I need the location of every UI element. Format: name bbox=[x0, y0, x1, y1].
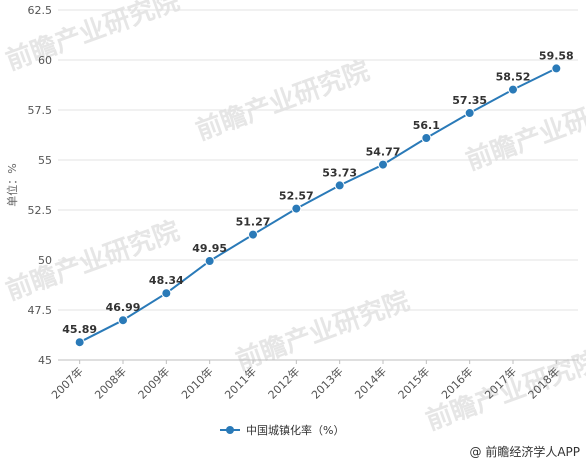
y-tick-label: 55 bbox=[38, 154, 52, 167]
y-tick-label: 60 bbox=[38, 54, 52, 67]
series-line bbox=[79, 67, 557, 344]
y-tick-label: 62.5 bbox=[28, 4, 53, 17]
data-point bbox=[334, 180, 345, 191]
legend-label: 中国城镇化率（%） bbox=[246, 423, 344, 437]
y-tick-label: 52.5 bbox=[28, 204, 53, 217]
legend-dot-marker bbox=[226, 426, 234, 434]
data-label: 49.95 bbox=[192, 242, 227, 255]
data-label: 45.89 bbox=[62, 323, 97, 336]
data-label: 52.57 bbox=[279, 190, 314, 203]
y-tick-label: 50 bbox=[38, 254, 52, 267]
source-credit: @ 前瞻经济学人APP bbox=[470, 444, 581, 459]
data-point bbox=[378, 159, 388, 170]
data-point bbox=[508, 84, 518, 95]
data-point bbox=[118, 315, 128, 326]
watermark-text: 前瞻产业研究院 bbox=[232, 285, 414, 376]
data-label: 58.52 bbox=[496, 71, 531, 84]
x-tick-label: 2015年 bbox=[395, 364, 432, 401]
data-point bbox=[421, 133, 432, 143]
gridlines bbox=[58, 9, 578, 311]
x-axis-ticks: 2007年 2008年 2009年 2010年 2011年 2012年 2013年 2014年… bbox=[48, 360, 562, 402]
data-label: 56.1 bbox=[413, 119, 440, 132]
data-label: 51.27 bbox=[236, 216, 271, 229]
y-axis-label: 单位：% bbox=[5, 163, 19, 206]
y-axis-ticks: 45 47.5 50 52.5 55 57.5 60 62.5 bbox=[28, 4, 53, 367]
x-tick-label: 2007年 bbox=[48, 364, 85, 401]
x-tick-label: 2009年 bbox=[135, 364, 172, 401]
data-label: 46.99 bbox=[106, 301, 141, 314]
y-tick-label: 47.5 bbox=[28, 304, 53, 317]
data-point bbox=[161, 288, 172, 299]
data-label: 59.58 bbox=[539, 49, 574, 62]
watermark-text: 前瞻产业研究院 bbox=[2, 215, 184, 306]
data-point bbox=[74, 337, 85, 348]
data-point bbox=[464, 108, 475, 118]
data-point bbox=[551, 63, 562, 74]
y-tick-label: 45 bbox=[38, 354, 52, 367]
data-label: 57.35 bbox=[452, 94, 487, 107]
watermark-text: 前瞻产业研究院 bbox=[192, 55, 374, 146]
y-tick-label: 57.5 bbox=[28, 104, 53, 117]
x-tick-label: 2010年 bbox=[178, 364, 215, 401]
data-point bbox=[248, 229, 258, 240]
x-tick-label: 2012年 bbox=[265, 364, 302, 401]
data-label: 54.77 bbox=[366, 146, 401, 159]
x-tick-label: 2008年 bbox=[92, 364, 129, 401]
data-label: 53.73 bbox=[322, 166, 357, 179]
data-label: 48.34 bbox=[149, 274, 184, 287]
legend: 中国城镇化率（%） bbox=[220, 423, 344, 437]
x-tick-label: 2014年 bbox=[352, 364, 389, 401]
series-group: 45.89 46.99 48.34 49.95 51.27 52.57 53.73 54.77… bbox=[62, 49, 574, 348]
data-point bbox=[204, 256, 215, 266]
x-tick-label: 2013年 bbox=[308, 364, 345, 401]
data-point bbox=[291, 203, 302, 214]
